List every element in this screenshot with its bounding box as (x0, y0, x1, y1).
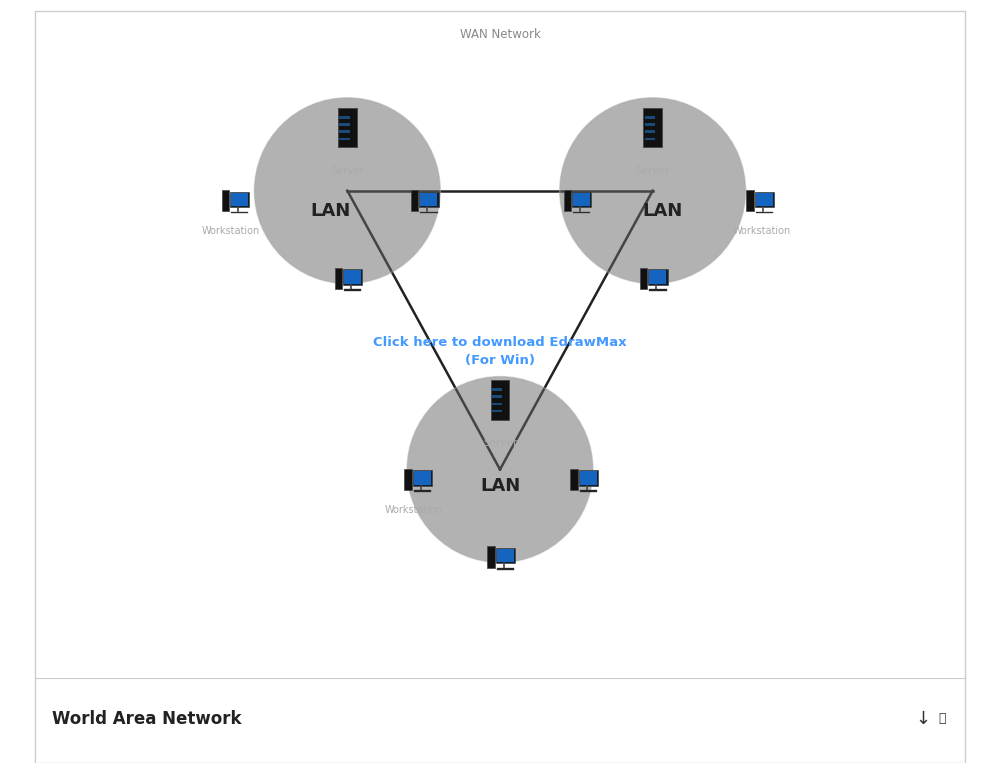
FancyBboxPatch shape (230, 192, 249, 207)
FancyBboxPatch shape (339, 130, 350, 134)
FancyBboxPatch shape (756, 193, 773, 206)
Text: World Area Network: World Area Network (52, 710, 241, 728)
Text: LAN: LAN (480, 477, 520, 495)
FancyBboxPatch shape (648, 269, 668, 285)
Text: Wide Area
Network: Wide Area Network (435, 272, 565, 316)
FancyBboxPatch shape (492, 388, 502, 391)
FancyBboxPatch shape (231, 193, 248, 206)
FancyBboxPatch shape (573, 211, 590, 214)
FancyBboxPatch shape (414, 472, 431, 485)
FancyBboxPatch shape (645, 137, 655, 140)
Text: ↓: ↓ (916, 710, 931, 728)
FancyBboxPatch shape (496, 548, 515, 563)
FancyBboxPatch shape (579, 471, 598, 486)
FancyBboxPatch shape (645, 130, 655, 134)
FancyBboxPatch shape (572, 192, 591, 207)
FancyBboxPatch shape (487, 546, 495, 568)
FancyBboxPatch shape (564, 190, 571, 211)
FancyBboxPatch shape (580, 472, 597, 485)
FancyBboxPatch shape (497, 549, 514, 562)
Text: LAN: LAN (311, 201, 351, 220)
Text: WAN Network: WAN Network (460, 28, 540, 41)
FancyBboxPatch shape (338, 108, 357, 147)
FancyBboxPatch shape (339, 137, 350, 140)
FancyBboxPatch shape (419, 192, 439, 207)
Circle shape (407, 377, 593, 562)
Text: Workstation: Workstation (202, 226, 260, 236)
Text: Server: Server (483, 438, 517, 449)
FancyBboxPatch shape (404, 468, 412, 490)
FancyBboxPatch shape (222, 190, 229, 211)
FancyBboxPatch shape (645, 124, 655, 126)
FancyBboxPatch shape (649, 289, 667, 291)
Text: (For Win): (For Win) (465, 354, 535, 367)
Text: ⬛: ⬛ (938, 712, 946, 725)
FancyBboxPatch shape (339, 116, 350, 119)
FancyBboxPatch shape (573, 193, 590, 206)
FancyBboxPatch shape (344, 289, 361, 291)
FancyBboxPatch shape (491, 380, 509, 420)
FancyBboxPatch shape (335, 268, 342, 289)
FancyBboxPatch shape (411, 190, 418, 211)
FancyBboxPatch shape (492, 395, 502, 398)
FancyBboxPatch shape (640, 268, 647, 289)
FancyBboxPatch shape (755, 192, 774, 207)
FancyBboxPatch shape (492, 410, 502, 413)
FancyBboxPatch shape (645, 116, 655, 119)
FancyBboxPatch shape (746, 190, 754, 211)
Text: LAN: LAN (643, 201, 683, 220)
FancyBboxPatch shape (231, 211, 248, 214)
FancyBboxPatch shape (343, 269, 362, 285)
FancyBboxPatch shape (497, 568, 514, 570)
Text: Workstation: Workstation (733, 226, 791, 236)
FancyBboxPatch shape (414, 491, 431, 492)
FancyBboxPatch shape (492, 403, 502, 405)
FancyBboxPatch shape (643, 108, 662, 147)
Text: Server: Server (330, 166, 364, 176)
FancyBboxPatch shape (649, 270, 666, 284)
Text: Click here to download EdrawMax: Click here to download EdrawMax (373, 336, 627, 349)
FancyBboxPatch shape (756, 211, 773, 214)
Text: Server: Server (636, 166, 670, 176)
FancyBboxPatch shape (339, 124, 350, 126)
Circle shape (560, 98, 746, 284)
FancyBboxPatch shape (420, 193, 437, 206)
Text: Workstation: Workstation (385, 504, 443, 515)
Circle shape (254, 98, 440, 284)
FancyBboxPatch shape (570, 468, 578, 490)
FancyBboxPatch shape (420, 211, 438, 214)
FancyBboxPatch shape (580, 491, 597, 492)
FancyBboxPatch shape (344, 270, 361, 284)
FancyBboxPatch shape (413, 471, 432, 486)
